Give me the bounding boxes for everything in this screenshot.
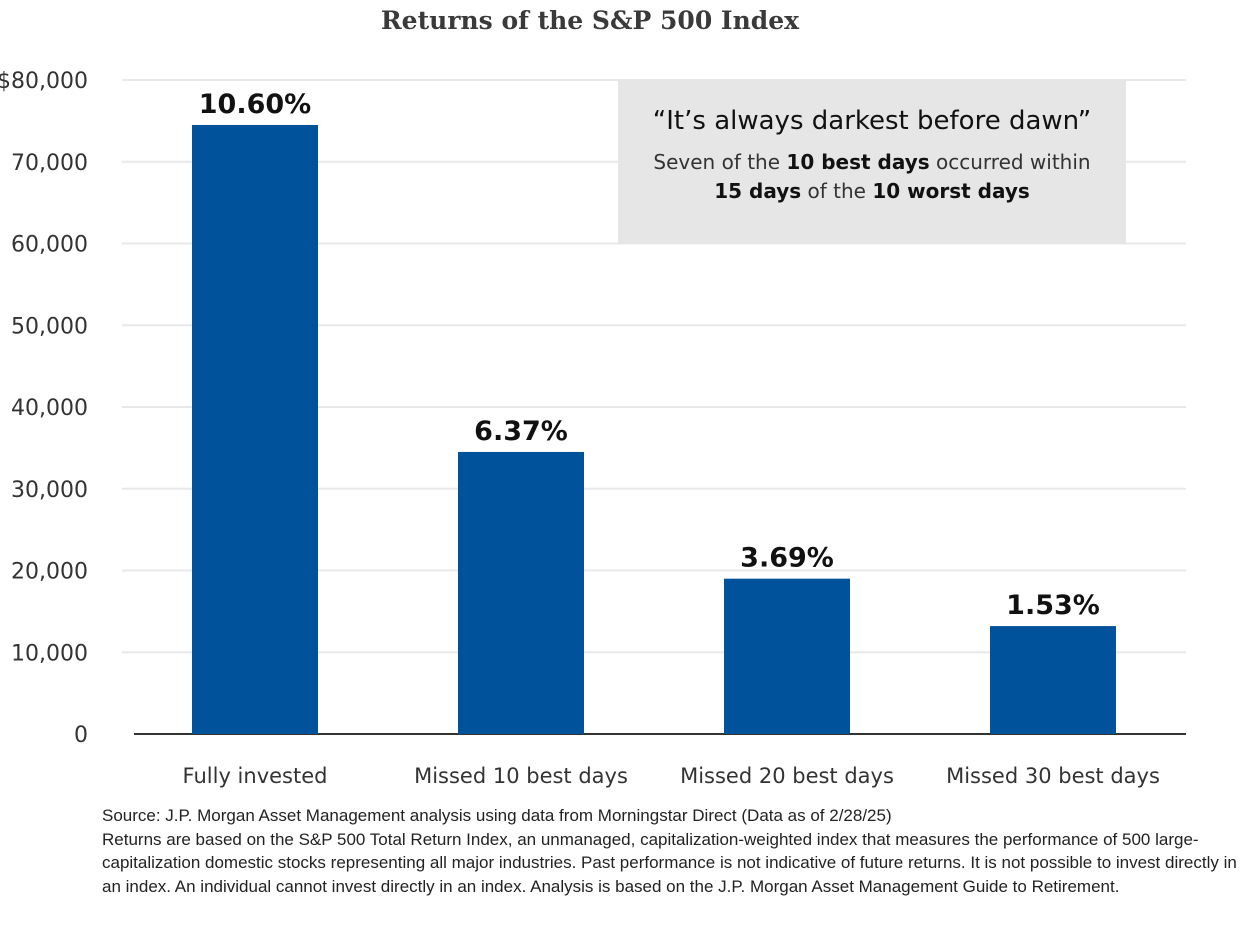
data-label: 10.60% [199,89,311,120]
y-tick-label: 40,000 [11,396,88,421]
x-tick-label: Fully invested [183,764,328,788]
y-tick-label: $80,000 [0,69,88,94]
y-tick-label: 0 [74,723,88,748]
chart-title: Returns of the S&P 500 Index [380,6,800,35]
y-tick-label: 30,000 [11,478,88,503]
bar-chart: 0 10,000 20,000 30,000 40,000 50,000 60,000 70,… [0,69,1186,788]
annotation-quote: “It’s always darkest before dawn” [652,106,1092,136]
annotation-line2-mid: of the [801,179,873,203]
x-tick-label: Missed 30 best days [946,764,1160,788]
y-tick-label: 20,000 [11,560,88,585]
bar [724,578,850,734]
footnote: Source: J.P. Morgan Asset Management ana… [102,804,1238,898]
annotation-line2-bold1: 15 days [714,179,802,203]
annotation-text: Seven of the 10 best days occurred withi… [618,148,1126,206]
y-tick-label: 60,000 [11,233,88,258]
annotation-line2-bold2: 10 worst days [872,179,1030,203]
y-tick-label: 10,000 [11,641,88,666]
annotation-line1-pre: Seven of the [653,150,787,174]
annotation-box: “It’s always darkest before dawn” Seven … [618,80,1126,243]
bar [990,626,1116,734]
annotation-line1-post: occurred within [929,150,1091,174]
y-tick-label: 70,000 [11,151,88,176]
data-label: 1.53% [1006,590,1100,621]
footnote-body: Returns are based on the S&P 500 Total R… [102,829,1237,896]
annotation-line1-bold: 10 best days [786,150,930,174]
x-tick-label: Missed 20 best days [680,764,894,788]
footnote-source: Source: J.P. Morgan Asset Management ana… [102,806,892,825]
y-tick-label: 50,000 [11,314,88,339]
data-label: 3.69% [740,543,834,574]
bar [458,451,584,734]
x-tick-label: Missed 10 best days [414,764,628,788]
bar [192,124,318,734]
data-label: 6.37% [474,416,568,447]
